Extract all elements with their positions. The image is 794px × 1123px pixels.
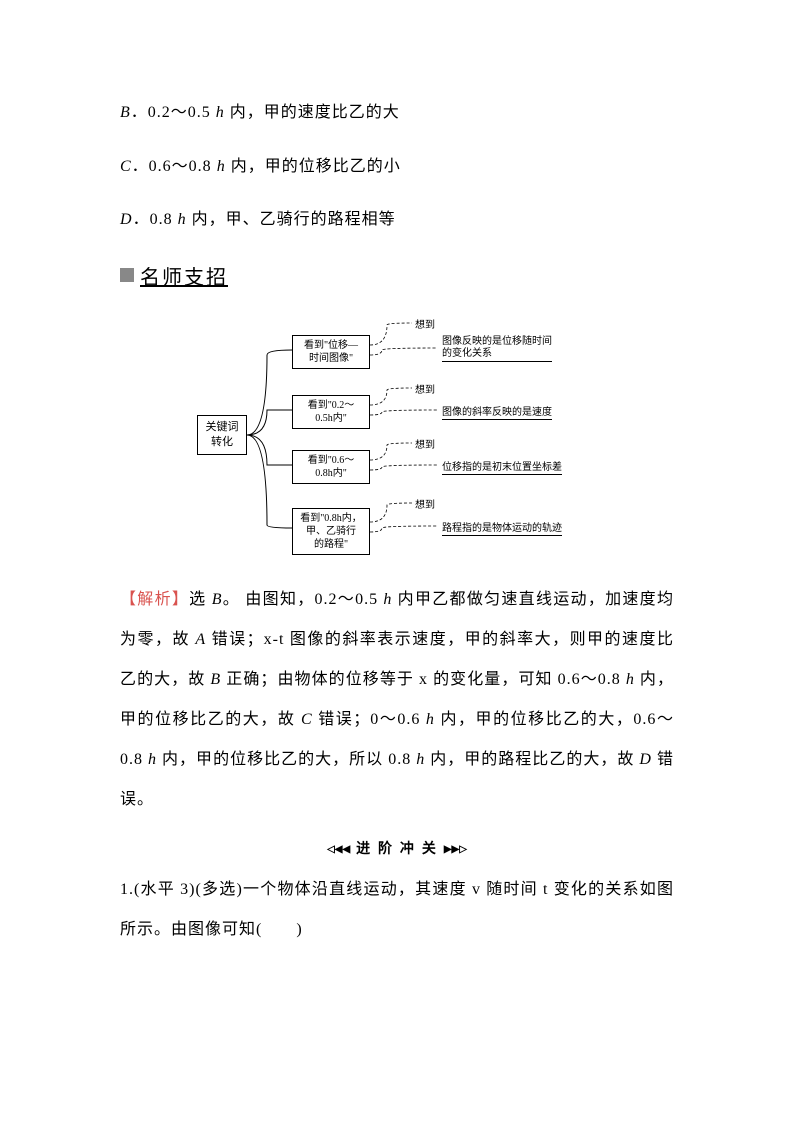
see-box-3: 看到"0.8h内， 甲、乙骑行 的路程" <box>292 508 370 555</box>
diagram-root-text: 关键词 转化 <box>206 420 239 449</box>
ap-17: h <box>416 751 425 768</box>
option-c-letter: C <box>120 158 132 175</box>
diagram-root: 关键词 转化 <box>197 415 247 455</box>
option-c: C．0.6～0.8 h 内，甲的位移比乙的小 <box>120 154 674 180</box>
think-text-3: 路程指的是物体运动的轨迹 <box>442 519 562 536</box>
see-box-2: 看到"0.6～ 0.8h内" <box>292 450 370 484</box>
ap-12: 错误；0～0.6 <box>313 711 426 728</box>
think-label-3: 想到 <box>415 496 435 511</box>
section-header: 名师支招 <box>120 261 674 290</box>
bullet-icon <box>120 268 134 282</box>
option-b: B．0.2～0.5 h 内，甲的速度比乙的大 <box>120 100 674 126</box>
ap-8: 正确；由物体的位移等于 x 的变化量，可知 0.6～0.8 <box>221 671 626 688</box>
keyword-diagram: 关键词 转化 看到"位移— 时间图像" 想到 图像反映的是位移随时间 的变化关系… <box>197 310 597 560</box>
option-b-text2: 内，甲的速度比乙的大 <box>225 104 400 121</box>
question-1: 1.(水平 3)(多选)一个物体沿直线运动，其速度 v 随时间 t 变化的关系如… <box>120 870 674 950</box>
option-b-letter: B <box>120 104 131 121</box>
option-c-var: h <box>217 158 226 175</box>
ap-18: 内，甲的路程比乙的大，故 <box>425 751 639 768</box>
see-box-0: 看到"位移— 时间图像" <box>292 335 370 369</box>
think-label-1: 想到 <box>415 381 435 396</box>
ap-11: C <box>301 711 313 728</box>
section-divider: ◁◀◀ 进 阶 冲 关 ▶▶▷ <box>120 838 674 858</box>
option-b-text1: ．0.2～0.5 <box>131 104 216 121</box>
see-box-1: 看到"0.2～ 0.5h内" <box>292 395 370 429</box>
ap-1: B <box>212 591 223 608</box>
ap-16: 内，甲的位移比乙的大，所以 0.8 <box>157 751 416 768</box>
ap-9: h <box>626 671 635 688</box>
ap-15: h <box>148 751 157 768</box>
see-text-0: 看到"位移— 时间图像" <box>304 339 358 365</box>
think-label-0: 想到 <box>415 316 435 331</box>
see-text-3: 看到"0.8h内， 甲、乙骑行 的路程" <box>300 512 362 551</box>
option-c-text2: 内，甲的位移比乙的小 <box>226 158 401 175</box>
ap-13: h <box>426 711 435 728</box>
question-1-text: 1.(水平 3)(多选)一个物体沿直线运动，其速度 v 随时间 t 变化的关系如… <box>120 881 674 938</box>
arrow-left-icon: ◁◀◀ <box>327 844 350 855</box>
option-c-text1: ．0.6～0.8 <box>132 158 217 175</box>
ap-0: 选 <box>189 591 212 608</box>
option-d-var: h <box>178 211 187 228</box>
divider-text: 进 阶 冲 关 <box>356 840 438 856</box>
ap-5: A <box>195 631 206 648</box>
option-d: D．0.8 h 内，甲、乙骑行的路程相等 <box>120 207 674 233</box>
ap-19: D <box>639 751 652 768</box>
option-d-text1: ．0.8 <box>133 211 178 228</box>
arrow-right-icon: ▶▶▷ <box>444 844 467 855</box>
ap-2: 。 由图知，0.2～0.5 <box>223 591 384 608</box>
ap-7: B <box>210 671 221 688</box>
option-b-var: h <box>216 104 225 121</box>
section-title: 名师支招 <box>140 261 228 290</box>
think-text-2: 位移指的是初末位置坐标差 <box>442 458 562 475</box>
option-d-text2: 内，甲、乙骑行的路程相等 <box>187 211 396 228</box>
analysis-label: 【解析】 <box>120 591 189 608</box>
see-text-2: 看到"0.6～ 0.8h内" <box>308 454 355 480</box>
option-d-letter: D <box>120 211 133 228</box>
analysis-block: 【解析】选 B。 由图知，0.2～0.5 h 内甲乙都做匀速直线运动，加速度均为… <box>120 580 674 820</box>
think-text-0: 图像反映的是位移随时间 的变化关系 <box>442 336 552 362</box>
see-text-1: 看到"0.2～ 0.5h内" <box>308 399 355 425</box>
think-text-1: 图像的斜率反映的是速度 <box>442 403 552 420</box>
think-label-2: 想到 <box>415 436 435 451</box>
